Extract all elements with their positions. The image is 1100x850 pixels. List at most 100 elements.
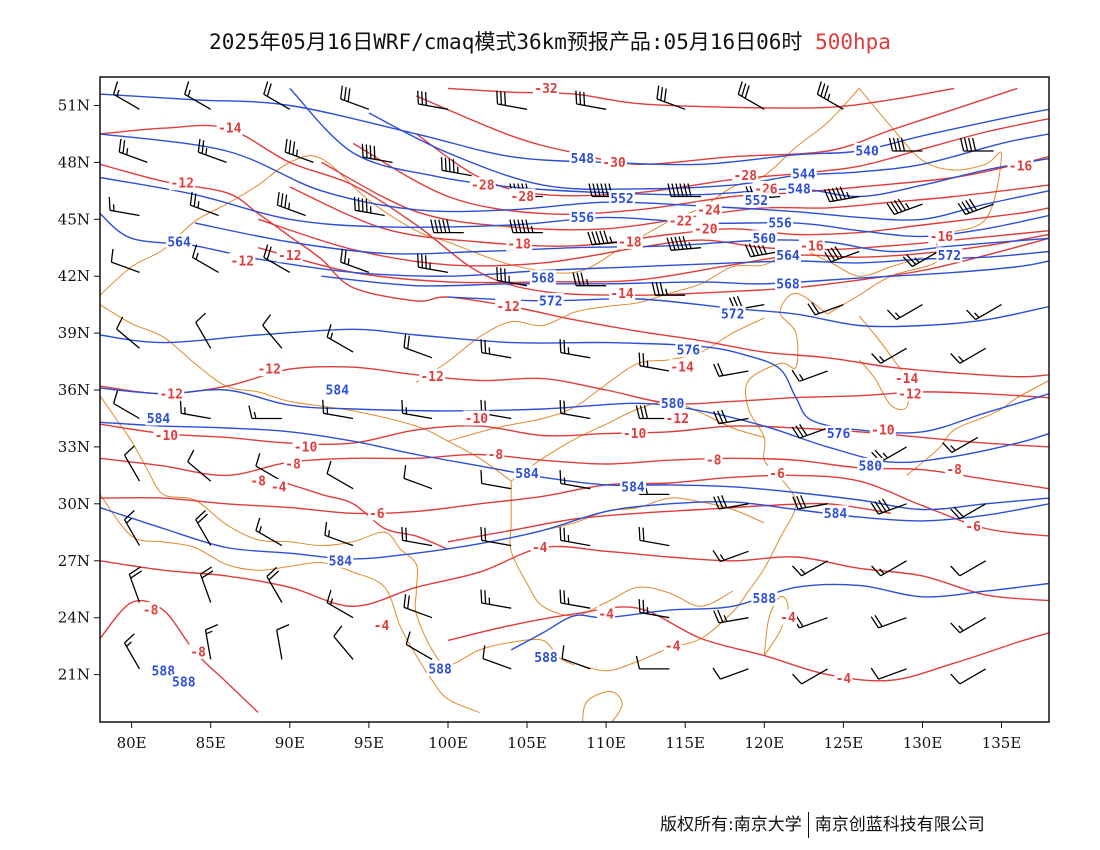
svg-text:588: 588 [428,662,452,677]
wind-barb [116,316,140,349]
wind-barb [713,363,749,377]
height-label: 588 [150,662,177,679]
temperature-label: -14 [669,359,696,376]
svg-text:580: 580 [859,459,883,474]
svg-text:-24: -24 [697,203,721,218]
svg-text:568: 568 [776,277,800,292]
chart-title: 2025年05月16日WRF/cmaq模式36km预报产品:05月16日06时 … [0,26,1100,56]
wind-barb [651,282,686,296]
height-label: 588 [427,660,454,677]
lon-tick-label: 100E [428,734,468,752]
svg-text:-16: -16 [800,239,824,254]
height-label: 580 [857,457,884,474]
svg-text:-4: -4 [532,541,548,556]
temperature-label: -14 [609,285,635,302]
wind-barb [440,157,472,177]
svg-text:-10: -10 [294,440,318,455]
lon-tick-label: 115E [665,734,705,752]
temperature-label: -6 [367,505,386,522]
copyright-text: 版权所有:南京大学 [660,815,802,835]
wind-barb [276,191,306,217]
temperature-label: -14 [216,120,243,137]
temperature-label: -12 [229,253,256,270]
wind-barb [713,609,749,624]
temperature-contour [100,124,1049,296]
svg-text:-20: -20 [694,222,718,237]
wind-barb [509,219,543,234]
svg-text:-12: -12 [159,387,182,402]
wind-barb [950,347,987,364]
height-label: 588 [533,649,559,666]
svg-text:584: 584 [147,412,171,427]
height-label: 552 [743,192,770,209]
lon-tick-label: 125E [824,734,864,752]
lon-tick-label: 80E [117,734,147,752]
wind-barb [340,248,370,274]
temperature-label: -32 [533,80,559,97]
wind-barb [417,90,449,110]
wind-barb [870,667,907,680]
wind-barb [324,522,354,547]
svg-text:-12: -12 [898,387,921,402]
height-label: 540 [854,143,881,160]
svg-text:-14: -14 [610,287,634,302]
svg-text:-14: -14 [895,372,919,387]
wind-barb [656,85,686,110]
height-label: 584 [620,478,646,495]
wind-barb [559,339,591,359]
height-label: 544 [790,165,817,182]
wind-barb [635,655,670,670]
temperature-label: -10 [292,438,319,455]
temperature-label: -16 [928,228,955,245]
temperature-contour [352,142,1049,216]
wind-barb [405,631,433,660]
svg-text:-8: -8 [250,475,266,490]
svg-text:544: 544 [792,167,816,182]
height-contour [100,213,1049,277]
height-label: 584 [327,552,354,569]
temperature-label: -4 [269,478,288,495]
svg-text:-12: -12 [278,249,301,264]
height-contour [100,500,1049,560]
lat-tick-label: 48N [58,153,90,171]
temperature-label: -16 [798,237,825,254]
wind-barb [403,465,433,490]
temperature-label: -8 [141,602,160,619]
plot-frame [99,76,1050,723]
lon-tick-label: 90E [275,734,305,752]
svg-text:552: 552 [745,194,768,209]
lat-tick-label: 30N [58,495,90,513]
wind-barb [353,196,385,217]
height-label: 568 [775,275,801,292]
svg-text:-8: -8 [190,645,206,660]
wind-barb [950,668,987,685]
wind-barb [108,196,140,217]
temperature-label: -24 [695,201,722,218]
height-contour [510,582,1049,651]
height-label: 576 [825,425,852,442]
wind-barb [266,566,283,603]
height-contour [100,176,1049,238]
wind-barb [118,138,148,164]
wind-barb [559,399,591,420]
wind-barb [262,314,283,349]
wind-barb [713,495,749,510]
lon-tick-label: 105E [507,734,547,752]
svg-text:-10: -10 [871,423,895,438]
svg-text:-8: -8 [706,454,722,469]
svg-text:584: 584 [329,554,353,569]
height-contour [368,112,1049,190]
wind-barb [195,312,212,349]
svg-text:584: 584 [824,507,848,522]
svg-text:-14: -14 [670,361,694,376]
wind-barb [942,436,979,453]
height-label: 584 [324,382,351,399]
wind-barb [559,470,591,490]
temperature-label: -12 [419,368,446,385]
svg-text:-12: -12 [231,255,254,270]
wind-barb [792,495,828,510]
wind-barb [480,470,512,490]
temperature-contour [100,423,1049,448]
wind-barb [361,143,393,164]
wind-barb [959,137,994,152]
